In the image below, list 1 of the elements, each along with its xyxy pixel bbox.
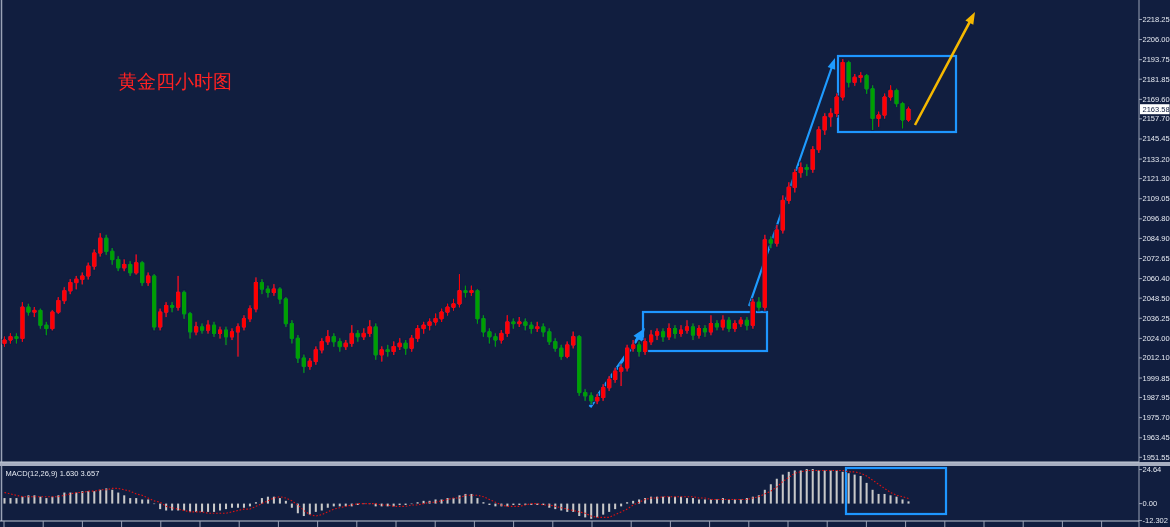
- text: 黄金四小时图: [118, 71, 232, 92]
